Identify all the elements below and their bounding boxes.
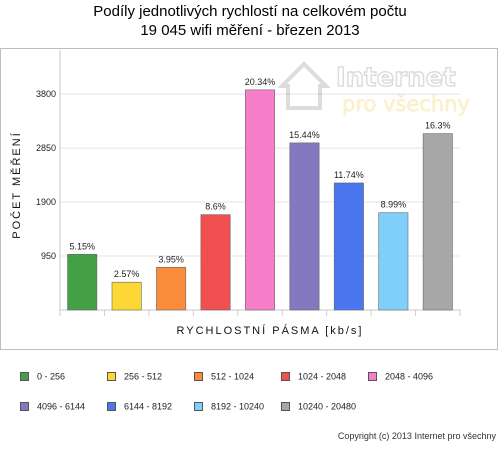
legend-item: 4096 - 6144 <box>20 400 85 412</box>
bar-6 <box>289 142 320 311</box>
y-tick-label: 950 <box>41 251 56 261</box>
legend-swatch <box>281 372 290 382</box>
bar-value-label: 11.74% <box>334 170 364 180</box>
legend-item: 8192 - 10240 <box>194 400 264 412</box>
bar-9 <box>422 133 453 311</box>
bar-chart: 950 1900 2850 3800 5.15% 2.57% 3.95% 8.6% 20.34%… <box>10 50 461 337</box>
house-icon <box>278 61 331 110</box>
legend-item: 10240 - 20480 <box>281 400 356 412</box>
bar-5 <box>245 89 275 311</box>
legend-label: 0 - 256 <box>37 371 66 382</box>
legend-swatch <box>194 372 203 382</box>
bar-2 <box>111 281 142 311</box>
legend-label: 8192 - 10240 <box>211 401 265 412</box>
bar-8 <box>378 212 409 311</box>
legend-item: 6144 - 8192 <box>107 400 172 412</box>
bar-value-label: 16.3% <box>425 121 451 131</box>
legend-swatch <box>107 372 116 382</box>
legend-swatch <box>281 402 290 412</box>
bar-4 <box>200 214 231 311</box>
chart-legend: 0 - 256 256 - 512 512 - 1024 1024 - 2048 204… <box>0 360 500 420</box>
chart-title: Podíly jednotlivých rychlostí na celkové… <box>0 2 500 40</box>
legend-swatch <box>20 402 29 412</box>
copyright-text: Copyright (c) 2013 Internet pro všechny <box>337 431 496 441</box>
y-tick-label: 2850 <box>36 143 56 153</box>
chart-title-line1: Podíly jednotlivých rychlostí na celkové… <box>93 3 407 20</box>
legend-item: 0 - 256 <box>20 370 65 382</box>
y-tick-label: 3800 <box>36 89 56 99</box>
watermark-line1: Internet <box>336 63 456 93</box>
legend-swatch <box>368 372 377 382</box>
legend-swatch <box>107 402 116 412</box>
bar-1 <box>67 254 98 311</box>
bar-value-label: 3.95% <box>158 254 184 264</box>
bar-value-label: 15.44% <box>289 130 320 140</box>
watermark-logo: Internet pro všechny <box>278 61 470 116</box>
legend-label: 4096 - 6144 <box>37 401 86 412</box>
bar-value-label: 8.99% <box>381 200 407 210</box>
legend-label: 6144 - 8192 <box>124 401 173 412</box>
bar-value-label: 8.6% <box>205 202 226 212</box>
legend-item: 256 - 512 <box>107 370 162 382</box>
legend-swatch <box>194 402 203 412</box>
legend-item: 1024 - 2048 <box>281 370 346 382</box>
chart-title-line2: 19 045 wifi měření - březen 2013 <box>140 22 360 39</box>
y-axis-title: POČET MĚŘENÍ <box>10 131 23 239</box>
legend-label: 256 - 512 <box>124 371 163 382</box>
bar-3 <box>156 266 187 311</box>
legend-label: 1024 - 2048 <box>298 371 347 382</box>
legend-swatch <box>20 372 29 382</box>
bar-value-label: 2.57% <box>114 269 140 279</box>
watermark-line2: pro všechny <box>342 92 470 116</box>
legend-label: 10240 - 20480 <box>298 401 357 412</box>
legend-item: 2048 - 4096 <box>368 370 433 382</box>
bar-7 <box>333 182 364 311</box>
x-axis-title: RYCHLOSTNÍ PÁSMA [kb/s] <box>176 324 363 337</box>
legend-item: 512 - 1024 <box>194 370 254 382</box>
bar-value-label: 5.15% <box>69 241 95 251</box>
y-tick-label: 1900 <box>36 197 56 207</box>
bar-value-label: 20.34% <box>245 77 276 87</box>
legend-label: 512 - 1024 <box>211 371 255 382</box>
legend-label: 2048 - 4096 <box>385 371 434 382</box>
